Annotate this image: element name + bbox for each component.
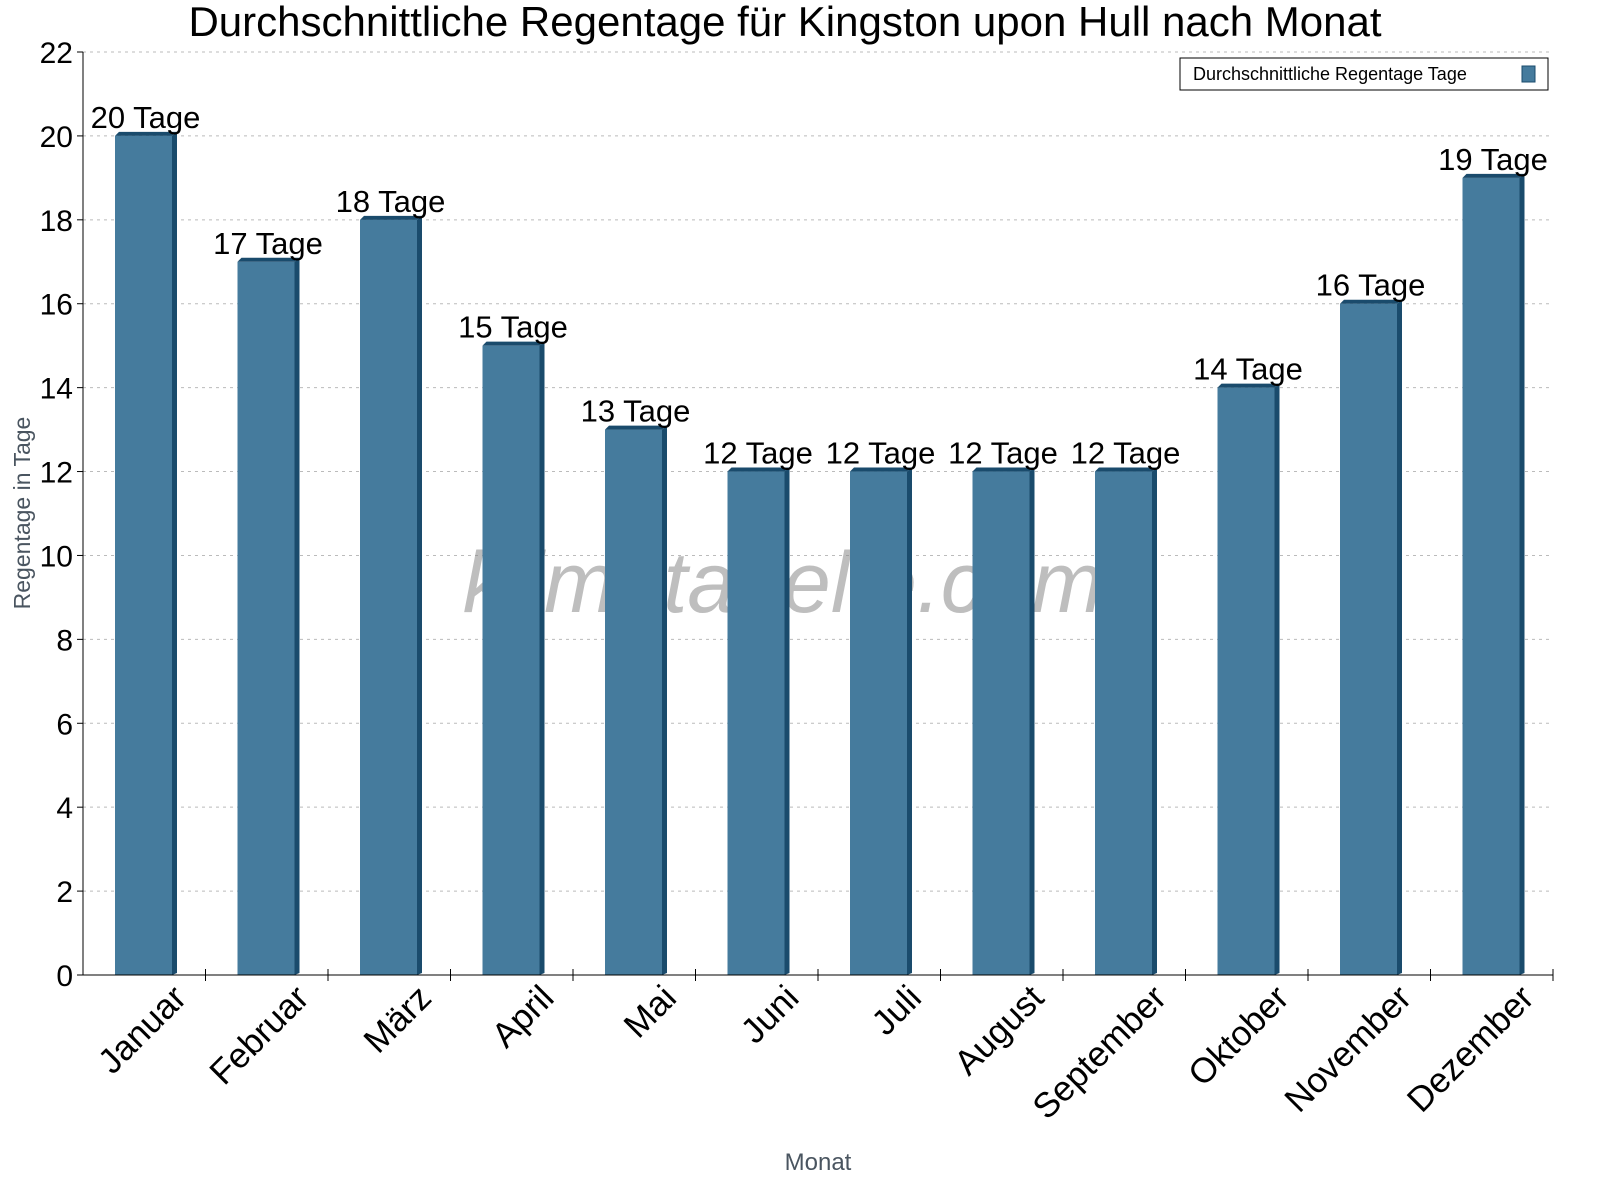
bar-side	[417, 215, 422, 975]
bar-side	[907, 467, 912, 975]
bar-side	[1519, 173, 1525, 975]
data-label: 14 Tage	[1193, 352, 1303, 387]
bar-side	[1274, 383, 1280, 975]
bar-side	[1152, 467, 1157, 975]
bar-side	[662, 425, 667, 975]
y-tick-label: 0	[56, 960, 73, 993]
data-label: 13 Tage	[581, 394, 691, 429]
y-tick-label: 6	[56, 708, 73, 741]
bar-top	[115, 131, 177, 136]
bar	[727, 471, 785, 975]
y-axis-label: Regentage in Tage	[9, 417, 35, 610]
bar-top	[1462, 173, 1525, 178]
data-label: 17 Tage	[213, 226, 323, 261]
bar	[1095, 471, 1152, 975]
x-tick-label: November	[1277, 978, 1419, 1120]
y-tick-label: 8	[56, 624, 73, 657]
bar	[605, 429, 662, 975]
data-label: 20 Tage	[91, 100, 201, 135]
bar	[1462, 177, 1520, 975]
bar	[972, 471, 1030, 975]
y-tick-label: 10	[40, 540, 73, 573]
y-tick-label: 4	[56, 792, 73, 825]
bar-top	[1095, 467, 1157, 472]
x-tick-label: Juli	[864, 978, 929, 1043]
bar-top	[850, 467, 912, 472]
bar	[482, 345, 540, 975]
y-tick-label: 20	[40, 121, 73, 154]
bar-side	[1029, 467, 1035, 975]
x-tick-label: August	[947, 978, 1052, 1083]
bars: 20 Tage 17 Tage 18 Tage 15 Tage 13 Tage 12 Ta…	[91, 100, 1548, 976]
bar-side	[172, 131, 177, 976]
data-label: 12 Tage	[1071, 436, 1181, 471]
y-tick-label: 14	[40, 373, 73, 406]
x-tick-label: Februar	[202, 978, 316, 1092]
x-tick-label: Juni	[733, 978, 806, 1051]
data-label: 15 Tage	[458, 310, 568, 345]
x-axis-label: Monat	[785, 1149, 852, 1176]
y-tick-label: 16	[40, 289, 73, 322]
bar-top	[605, 425, 667, 430]
data-label: 12 Tage	[826, 436, 936, 471]
bar-top	[972, 467, 1035, 472]
bar-top	[360, 215, 422, 220]
bar	[1217, 387, 1275, 975]
bar-top	[727, 467, 790, 472]
bar-top	[237, 257, 300, 262]
bar	[360, 219, 417, 975]
x-tick-label: Oktober	[1181, 978, 1297, 1094]
data-label: 16 Tage	[1316, 268, 1426, 303]
x-tick-label: Januar	[91, 978, 194, 1081]
bar-side	[784, 467, 790, 975]
bar-side	[1397, 299, 1402, 975]
bar	[1340, 303, 1397, 975]
legend-swatch	[1521, 65, 1536, 83]
data-label: 18 Tage	[336, 184, 446, 219]
legend-label: Durchschnittliche Regentage Tage	[1193, 64, 1467, 84]
y-tick-label: 12	[40, 457, 73, 490]
data-label: 19 Tage	[1438, 142, 1548, 177]
bar-top	[482, 341, 545, 346]
bar	[115, 135, 172, 976]
x-tick-label: März	[356, 978, 439, 1061]
bar-top	[1340, 299, 1402, 304]
bar	[850, 471, 907, 975]
y-tick-label: 22	[40, 37, 73, 70]
legend: Durchschnittliche Regentage Tage	[1179, 57, 1549, 91]
bar-top	[1217, 383, 1280, 388]
y-tick-label: 2	[56, 876, 73, 909]
data-label: 12 Tage	[948, 436, 1058, 471]
bar-side	[539, 341, 545, 975]
grid-lines	[83, 51, 1553, 892]
x-tick-label: April	[484, 978, 561, 1055]
x-tick-label: September	[1025, 978, 1174, 1127]
bar-side	[294, 257, 300, 976]
data-label: 12 Tage	[703, 436, 813, 471]
chart-title: Durchschnittliche Regentage für Kingston…	[188, 0, 1381, 45]
x-tick-label: Mai	[616, 978, 683, 1045]
y-tick-label: 18	[40, 205, 73, 238]
x-tick-label: Dezember	[1400, 978, 1542, 1120]
bar	[237, 261, 295, 976]
